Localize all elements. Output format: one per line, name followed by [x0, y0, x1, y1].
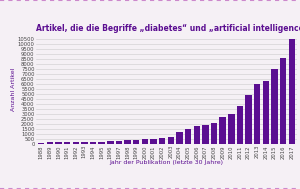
Bar [133, 140, 140, 144]
Bar [64, 142, 70, 144]
Bar [168, 137, 174, 144]
Bar [55, 142, 62, 144]
Bar [107, 141, 114, 144]
Text: Artikel, die die Begriffe „diabetes“ und „artificial intelligence“ enthalten: Artikel, die die Begriffe „diabetes“ und… [36, 24, 300, 33]
Bar [237, 106, 243, 144]
Bar [185, 129, 191, 144]
Bar [124, 140, 131, 144]
Bar [116, 141, 122, 144]
Bar [271, 69, 278, 144]
Bar [245, 95, 252, 144]
Bar [81, 142, 88, 144]
Bar [159, 138, 165, 144]
Bar [46, 143, 53, 144]
Bar [219, 117, 226, 144]
Bar [98, 142, 105, 144]
Bar [289, 39, 295, 144]
Bar [150, 139, 157, 144]
Bar [176, 132, 183, 144]
Bar [228, 114, 235, 144]
Bar [254, 84, 260, 144]
Bar [38, 143, 44, 144]
Bar [90, 142, 96, 144]
Bar [202, 125, 208, 144]
Y-axis label: Anzahl Artikel: Anzahl Artikel [11, 67, 16, 111]
Bar [142, 139, 148, 144]
Bar [194, 126, 200, 144]
Bar [73, 142, 79, 144]
Bar [280, 58, 286, 144]
Bar [211, 123, 217, 144]
X-axis label: Jahr der Publikation (letzte 30 Jahre): Jahr der Publikation (letzte 30 Jahre) [110, 160, 224, 165]
Bar [262, 81, 269, 144]
